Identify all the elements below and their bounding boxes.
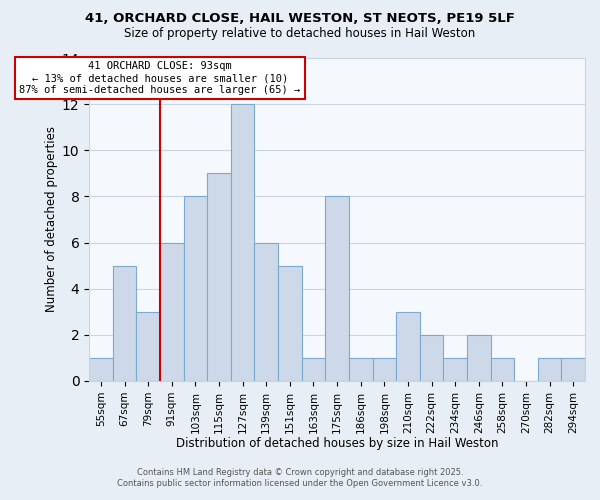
Bar xyxy=(136,312,160,381)
Bar xyxy=(443,358,467,381)
Bar xyxy=(302,358,325,381)
Text: 41 ORCHARD CLOSE: 93sqm
← 13% of detached houses are smaller (10)
87% of semi-de: 41 ORCHARD CLOSE: 93sqm ← 13% of detache… xyxy=(19,62,301,94)
Bar xyxy=(207,174,231,381)
Bar xyxy=(562,358,585,381)
Bar xyxy=(160,242,184,381)
Bar xyxy=(349,358,373,381)
X-axis label: Distribution of detached houses by size in Hail Weston: Distribution of detached houses by size … xyxy=(176,437,499,450)
Text: 41, ORCHARD CLOSE, HAIL WESTON, ST NEOTS, PE19 5LF: 41, ORCHARD CLOSE, HAIL WESTON, ST NEOTS… xyxy=(85,12,515,26)
Bar xyxy=(89,358,113,381)
Text: Size of property relative to detached houses in Hail Weston: Size of property relative to detached ho… xyxy=(124,28,476,40)
Bar xyxy=(184,196,207,381)
Y-axis label: Number of detached properties: Number of detached properties xyxy=(44,126,58,312)
Bar xyxy=(278,266,302,381)
Bar xyxy=(467,335,491,381)
Bar xyxy=(254,242,278,381)
Bar xyxy=(420,335,443,381)
Bar xyxy=(325,196,349,381)
Bar xyxy=(491,358,514,381)
Bar xyxy=(538,358,562,381)
Text: Contains HM Land Registry data © Crown copyright and database right 2025.
Contai: Contains HM Land Registry data © Crown c… xyxy=(118,468,482,487)
Bar xyxy=(396,312,420,381)
Bar xyxy=(231,104,254,381)
Bar xyxy=(373,358,396,381)
Bar xyxy=(113,266,136,381)
